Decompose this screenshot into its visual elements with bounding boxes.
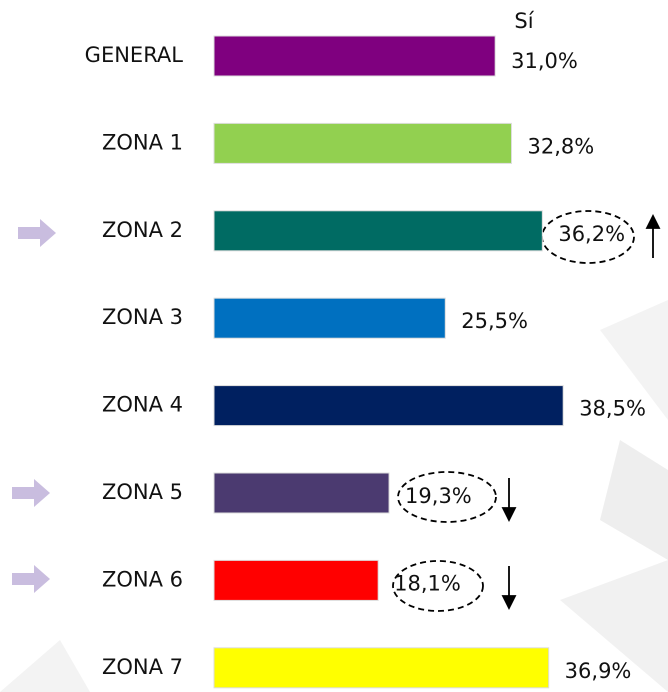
value-label: 18,1% <box>394 571 461 595</box>
value-label: 32,8% <box>527 134 594 158</box>
value-label: 25,5% <box>461 309 528 333</box>
pointer-arrows <box>12 219 56 593</box>
category-label: ZONA 5 <box>102 480 183 504</box>
category-label: ZONA 6 <box>102 567 183 591</box>
category-label: GENERAL <box>85 43 184 67</box>
category-label: ZONA 1 <box>102 130 183 154</box>
series-header: Sí <box>514 9 534 33</box>
category-label: ZONA 2 <box>102 218 183 242</box>
bar <box>213 472 390 514</box>
value-label: 36,2% <box>558 222 625 246</box>
bar <box>213 647 550 689</box>
pointer-arrow <box>12 479 50 507</box>
value-label: 19,3% <box>405 484 472 508</box>
highlight-ellipse <box>392 560 484 612</box>
arrow-head <box>501 595 517 611</box>
value-label: 36,9% <box>565 659 632 683</box>
highlight-ellipse <box>397 471 497 523</box>
pointer-arrow <box>12 565 50 593</box>
category-label: ZONA 4 <box>102 393 183 417</box>
background-shapes <box>0 300 668 692</box>
arrow-head <box>645 213 661 229</box>
value-label: 31,0% <box>511 49 578 73</box>
category-label: ZONA 3 <box>102 305 183 329</box>
category-label: ZONA 7 <box>102 655 183 679</box>
bar <box>213 385 564 427</box>
pointer-arrow <box>18 219 56 247</box>
annotations <box>392 210 661 612</box>
bar <box>213 297 446 339</box>
value-label: 38,5% <box>579 397 646 421</box>
bar <box>213 122 512 164</box>
bar <box>213 35 496 77</box>
bar <box>213 559 379 601</box>
bar <box>213 210 543 252</box>
arrow-head <box>501 507 517 523</box>
